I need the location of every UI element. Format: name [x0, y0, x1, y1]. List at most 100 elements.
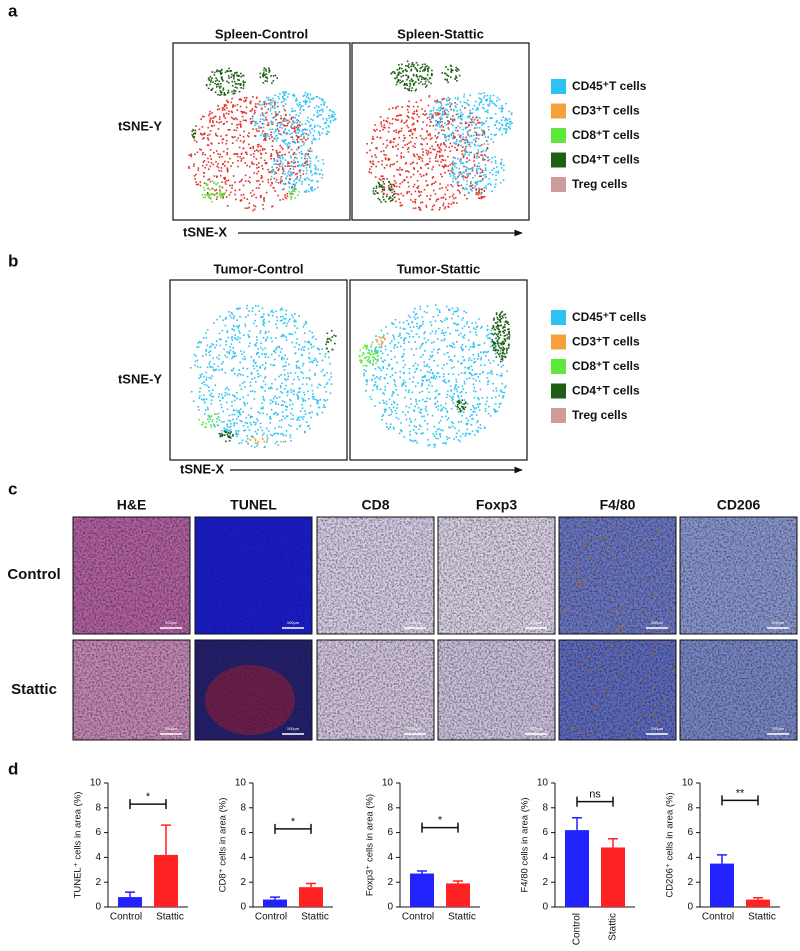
tsne-point	[482, 397, 484, 399]
tsne-point	[418, 79, 420, 81]
tsne-point	[268, 97, 270, 99]
tsne-point	[204, 402, 206, 404]
tsne-point	[482, 123, 484, 125]
tsne-point	[430, 369, 432, 371]
tsne-point	[328, 357, 330, 359]
tsne-point	[473, 347, 475, 349]
tsne-point	[453, 135, 455, 137]
tsne-point	[506, 352, 508, 354]
tsne-point	[314, 125, 316, 127]
tsne-point	[431, 377, 433, 379]
tsne-point	[454, 136, 456, 138]
tsne-point	[375, 190, 377, 192]
tsne-point	[260, 423, 262, 425]
tsne-point	[488, 380, 490, 382]
tsne-point	[375, 147, 377, 149]
tsne-point	[485, 136, 487, 138]
tsne-point	[468, 192, 470, 194]
tsne-point	[221, 156, 223, 158]
tsne-point	[447, 439, 449, 441]
tsne-point	[307, 341, 309, 343]
tsne-point	[234, 396, 236, 398]
tsne-point	[392, 146, 394, 148]
tsne-point	[287, 395, 289, 397]
tsne-point	[453, 120, 455, 122]
tsne-point	[214, 182, 216, 184]
tsne-point	[308, 348, 310, 350]
tsne-point	[265, 138, 267, 140]
tsne-point	[226, 190, 228, 192]
tsne-point	[281, 147, 283, 149]
tsne-point	[473, 342, 475, 344]
tsne-point	[369, 150, 371, 152]
tsne-point	[383, 403, 385, 405]
tsne-point	[324, 386, 326, 388]
tsne-point	[211, 125, 213, 127]
tsne-point	[414, 113, 416, 115]
tsne-point	[487, 373, 489, 375]
tsne-point	[240, 76, 242, 78]
tsne-point	[505, 321, 507, 323]
tsne-point	[256, 149, 258, 151]
significance-label: *	[291, 816, 296, 828]
tsne-point	[460, 411, 462, 413]
axis-label: tSNE-Y	[118, 118, 162, 133]
tsne-point	[363, 373, 365, 375]
tsne-point	[208, 115, 210, 117]
tsne-point	[256, 433, 258, 435]
tsne-point	[466, 173, 468, 175]
tsne-point	[469, 95, 471, 97]
tsne-point	[448, 427, 450, 429]
bar	[565, 830, 589, 907]
tsne-point	[210, 346, 212, 348]
tsne-point	[375, 335, 377, 337]
tsne-point	[389, 123, 391, 125]
tsne-point	[264, 160, 266, 162]
tsne-point	[404, 436, 406, 438]
tsne-point	[477, 420, 479, 422]
tsne-point	[412, 81, 414, 83]
tsne-point	[427, 154, 429, 156]
tsne-point	[439, 183, 441, 185]
tsne-point	[449, 395, 451, 397]
tsne-point	[430, 113, 432, 115]
tsne-point	[225, 317, 227, 319]
tsne-point	[452, 373, 454, 375]
tsne-point	[308, 377, 310, 379]
tsne-point	[492, 174, 494, 176]
tsne-point	[415, 81, 417, 83]
tsne-point	[414, 67, 416, 69]
y-tick-label: 8	[687, 802, 693, 813]
tsne-point	[478, 151, 480, 153]
tsne-point	[227, 167, 229, 169]
tsne-point	[403, 353, 405, 355]
tsne-point	[475, 189, 477, 191]
tsne-point	[237, 160, 239, 162]
tsne-point	[231, 102, 233, 104]
tsne-point	[246, 165, 248, 167]
tsne-point	[296, 158, 298, 160]
tsne-point	[282, 392, 284, 394]
tsne-point	[395, 319, 397, 321]
tsne-point	[279, 151, 281, 153]
tsne-point	[234, 423, 236, 425]
tsne-point	[363, 375, 365, 377]
tsne-point	[372, 342, 374, 344]
y-tick-label: 0	[240, 902, 246, 913]
tsne-point	[418, 336, 420, 338]
tsne-point	[463, 166, 465, 168]
tsne-point	[210, 76, 212, 78]
tsne-point	[243, 140, 245, 142]
tsne-point	[481, 151, 483, 153]
tsne-point	[226, 387, 228, 389]
tsne-point	[253, 194, 255, 196]
tsne-point	[402, 106, 404, 108]
tsne-point	[441, 125, 443, 127]
tsne-point	[405, 390, 407, 392]
tsne-point	[257, 103, 259, 105]
tsne-point	[216, 197, 218, 199]
tsne-point	[235, 117, 237, 119]
tsne-point	[386, 401, 388, 403]
tsne-point	[456, 202, 458, 204]
tsne-point	[260, 375, 262, 377]
